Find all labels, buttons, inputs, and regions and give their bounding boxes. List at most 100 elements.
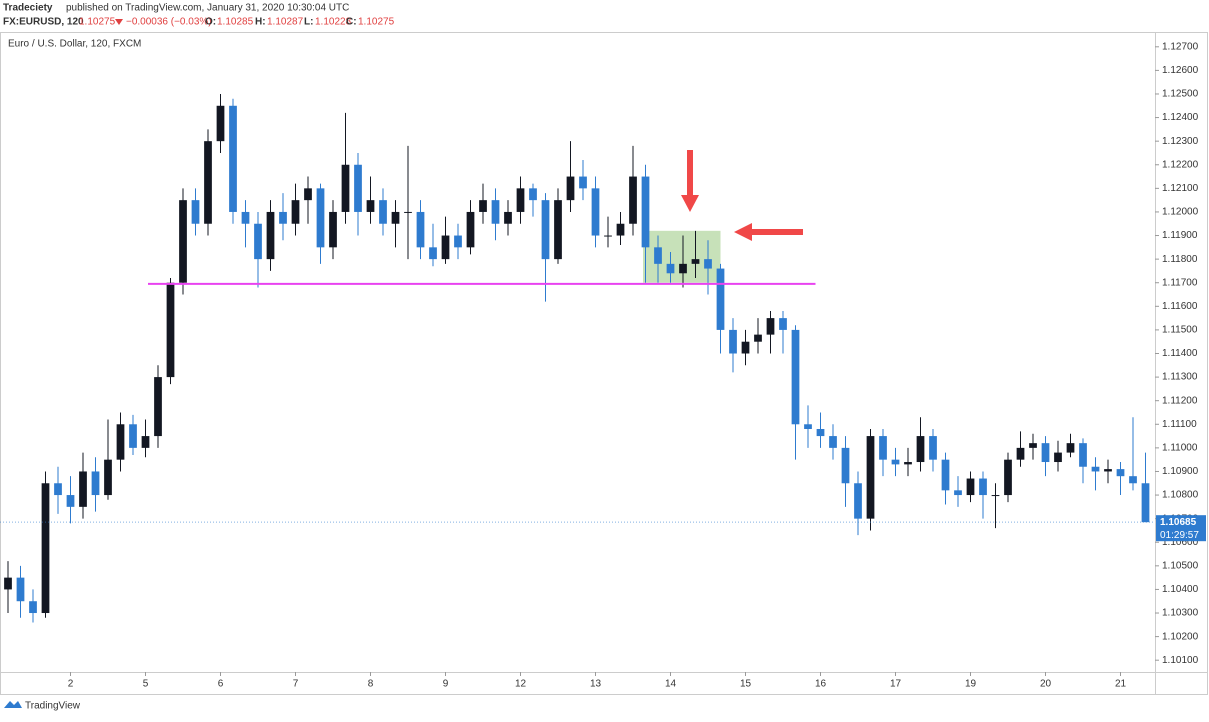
y-tick-label: 1.10200: [1162, 631, 1199, 642]
x-tick-label: 20: [1040, 679, 1052, 690]
y-tick-label: 1.12200: [1162, 159, 1199, 170]
y-tick-label: 1.11400: [1162, 348, 1198, 359]
candle-body: [66, 495, 75, 507]
candle-body: [554, 200, 562, 260]
candle-body: [616, 223, 625, 236]
y-tick-label: 1.11500: [1162, 325, 1198, 336]
candle-body: [566, 176, 575, 201]
y-tick-label: 1.10600: [1162, 537, 1199, 548]
x-tick-label: 15: [740, 679, 752, 690]
x-tick-label: 8: [368, 679, 374, 690]
x-tick-label: 6: [218, 679, 224, 690]
candle-body: [429, 247, 437, 260]
candle-body: [329, 211, 337, 248]
chart-title: Euro / U.S. Dollar, 120, FXCM: [8, 39, 141, 50]
candle-body: [704, 259, 712, 269]
candle-body: [666, 263, 675, 274]
candle-body: [654, 247, 662, 264]
l: 1.10228: [315, 17, 352, 28]
y-tick-label: 1.10400: [1162, 584, 1199, 595]
down-arrow: [681, 150, 699, 212]
x-tick-label: 2: [68, 679, 74, 690]
candle-body: [829, 436, 837, 448]
y-tick-label: 1.11200: [1162, 395, 1198, 406]
candle-body: [441, 235, 450, 260]
last-price-label: 1.10685: [1160, 517, 1197, 528]
candle-body: [504, 211, 512, 224]
c: 1.10275: [358, 17, 395, 28]
candle-body: [341, 164, 350, 212]
y-tick-label: 1.12600: [1162, 65, 1199, 76]
left-arrow: [734, 223, 803, 241]
x-tick-label: 19: [965, 679, 977, 690]
candle-body: [591, 188, 600, 236]
candle-body: [1079, 443, 1087, 467]
candle-body: [1041, 443, 1050, 463]
candle-body: [116, 424, 125, 460]
y-tick-label: 1.12400: [1162, 112, 1199, 123]
candle-body: [204, 141, 212, 224]
candle-body: [716, 268, 725, 330]
published: published on TradingView.com, January 31…: [66, 3, 349, 14]
candle-body: [729, 329, 737, 354]
candle-body: [466, 211, 475, 248]
y-tick-label: 1.10900: [1162, 466, 1199, 477]
candle-body: [179, 200, 187, 283]
footer: TradingView: [25, 701, 81, 712]
y-tick-label: 1.12000: [1162, 207, 1199, 218]
candle-body: [316, 188, 325, 248]
o-label: O:: [205, 17, 216, 28]
y-tick-label: 1.11700: [1162, 277, 1198, 288]
x-tick-label: 14: [665, 679, 677, 690]
h: 1.10287: [267, 17, 304, 28]
y-tick-label: 1.12300: [1162, 136, 1199, 147]
candle-body: [1141, 483, 1150, 523]
candle-body: [816, 428, 825, 437]
candle-body: [404, 211, 412, 213]
candle-body: [291, 200, 300, 224]
candle-body: [966, 478, 975, 496]
last-price-box: [1156, 515, 1206, 542]
candle-body: [91, 471, 100, 496]
candle-body: [691, 259, 700, 264]
y-tick-label: 1.10300: [1162, 608, 1199, 619]
candle-body: [1066, 443, 1075, 453]
candle-body: [79, 471, 87, 507]
candle-body: [191, 200, 200, 224]
candle-body: [929, 436, 937, 460]
candle-body: [791, 329, 800, 425]
candle-body: [104, 459, 112, 496]
candle-body: [129, 424, 137, 448]
candle-body: [266, 211, 275, 260]
down-triangle: [115, 19, 123, 25]
frame: [0, 32, 1208, 695]
candle-body: [54, 483, 62, 496]
y-tick-label: 1.11600: [1162, 301, 1198, 312]
candle-body: [516, 188, 525, 212]
y-tick-label: 1.10500: [1162, 560, 1199, 571]
candle-body: [354, 164, 362, 212]
candle-body: [479, 200, 487, 212]
candle-body: [141, 436, 150, 448]
candle-body: [991, 495, 1000, 497]
candle-body: [866, 436, 875, 519]
candle-body: [679, 263, 687, 274]
candle-body: [379, 200, 387, 224]
candle-body: [979, 478, 987, 496]
y-tick-label: 1.12100: [1162, 183, 1199, 194]
last: 1.10275: [79, 17, 116, 28]
candle-body: [216, 105, 225, 142]
candle-body: [1104, 469, 1112, 472]
y-tick-label: 1.11300: [1162, 372, 1198, 383]
candle-body: [279, 211, 287, 224]
candle-body: [416, 211, 425, 248]
y-tick-label: 1.11800: [1162, 254, 1198, 265]
candle-body: [529, 188, 537, 201]
candle-body: [904, 462, 912, 465]
candle-body: [604, 235, 612, 237]
x-tick-label: 5: [143, 679, 149, 690]
x-tick-label: 17: [890, 679, 902, 690]
